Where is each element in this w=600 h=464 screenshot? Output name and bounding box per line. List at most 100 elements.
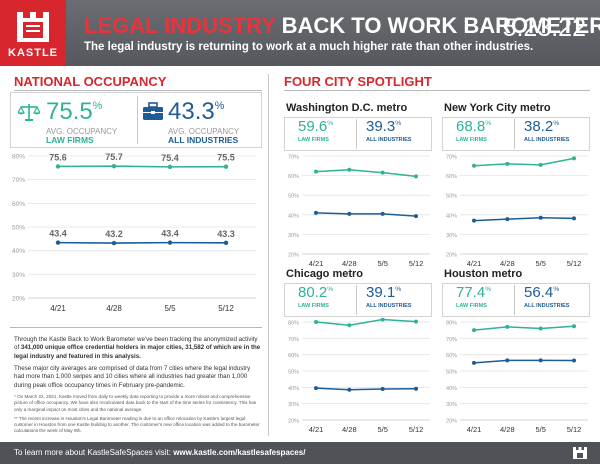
castle-icon [17, 12, 49, 42]
city-stat-box [442, 117, 590, 151]
data-point [505, 217, 510, 222]
city-all-label: ALL INDUSTRIES [366, 137, 412, 143]
city-stat-box [284, 117, 432, 151]
notes-footnote-1: * On March 22, 2021, Kastle moved from d… [14, 394, 257, 412]
city-panel-chicago: Chicago metro 80.2% LAW FIRMS 39.1% ALL INDU… [284, 268, 434, 434]
city-title: Houston metro [444, 268, 523, 280]
data-point [414, 214, 418, 219]
data-label: 43.3 [217, 229, 235, 239]
x-tick-label: 4/21 [309, 425, 324, 434]
y-tick-label: 40% [446, 213, 457, 219]
national-heading: NATIONAL OCCUPANCY [14, 74, 167, 89]
y-tick-label: 60% [446, 353, 457, 359]
city-law-label: LAW FIRMS [298, 137, 329, 143]
data-point [572, 216, 576, 221]
city-stat-separator [356, 285, 357, 315]
data-point [111, 163, 117, 169]
y-tick-label: 60% [288, 353, 299, 359]
city-title: Chicago metro [286, 268, 364, 280]
series-line [473, 157, 575, 167]
national-all-label1: AVG. OCCUPANCY [168, 127, 240, 136]
data-point [472, 360, 476, 365]
national-all-label2: ALL INDUSTRIES [168, 135, 239, 145]
data-point [538, 358, 543, 363]
data-point [572, 358, 576, 363]
x-tick-label: 4/28 [342, 425, 357, 434]
data-point [347, 387, 352, 392]
footer-link[interactable]: www.kastle.com/kastlesafespaces/ [173, 448, 306, 457]
y-tick-label: 50% [288, 194, 299, 200]
y-tick-label: 70% [288, 155, 299, 161]
data-point [538, 326, 543, 331]
city-law-label: LAW FIRMS [456, 137, 487, 143]
x-tick-label: 5/5 [164, 304, 176, 313]
y-tick-label: 30% [446, 233, 457, 239]
city-chart: 20% 30% 40% 50% 60% 70% 80% 4/21 4/28 5/5 5/12 [288, 318, 430, 434]
title-red-part: LEGAL INDUSTRY [84, 13, 276, 38]
city-all-label: ALL INDUSTRIES [524, 303, 570, 309]
city-panel-dc: Washington D.C. metro 59.6% LAW FIRMS 39.3%… [284, 102, 434, 268]
national-law-value: 75.5% [46, 98, 103, 125]
data-point [472, 328, 476, 333]
y-tick-label: 20% [288, 253, 299, 259]
data-point [314, 386, 318, 391]
data-point [414, 174, 418, 179]
y-tick-label: 70% [288, 337, 299, 343]
footer-text: To learn more about KastleSafeSpaces vis… [14, 448, 306, 457]
header-banner: KASTLE LEGAL INDUSTRY BACK TO WORK BAROM… [0, 0, 600, 66]
y-tick-label: 80% [446, 321, 457, 327]
x-tick-label: 4/21 [467, 259, 482, 268]
data-point [347, 167, 352, 172]
city-all-value: 38.2% [524, 118, 560, 135]
data-point [538, 215, 543, 220]
data-point [505, 324, 510, 329]
city-all-value: 39.3% [366, 118, 402, 135]
y-tick-label: 20% [12, 296, 25, 303]
city-chart: 20% 30% 40% 50% 60% 70% 4/21 4/28 5/5 5/12 [446, 155, 588, 268]
city-law-value: 80.2% [298, 284, 334, 301]
national-stat-separator [137, 96, 138, 144]
series-line [57, 165, 227, 168]
data-point [380, 386, 385, 391]
y-tick-label: 40% [12, 248, 25, 255]
series-line [315, 318, 417, 327]
data-point [167, 240, 173, 245]
data-label: 43.4 [161, 229, 179, 239]
city-stat-separator [356, 119, 357, 149]
kastle-logo[interactable]: KASTLE [0, 0, 66, 66]
four-city-heading-rule [284, 90, 590, 91]
x-tick-label: 5/12 [567, 425, 582, 434]
data-label: 43.4 [49, 229, 67, 239]
city-stat-box [442, 283, 590, 317]
city-title: New York City metro [444, 102, 551, 114]
four-city-heading: FOUR CITY SPOTLIGHT [284, 74, 432, 89]
data-point [111, 240, 117, 246]
city-stat-box [284, 283, 432, 317]
national-law-label1: AVG. OCCUPANCY [46, 127, 118, 136]
x-tick-label: 4/21 [50, 304, 66, 313]
y-tick-label: 20% [446, 253, 457, 259]
city-chart: 20% 30% 40% 50% 60% 70% 80% 4/21 4/28 5/5 5/12 [446, 321, 588, 434]
national-law-label2: LAW FIRMS [46, 135, 94, 145]
y-tick-label: 40% [288, 213, 299, 219]
y-tick-label: 50% [446, 194, 457, 200]
data-point [505, 161, 510, 166]
data-point [347, 211, 352, 216]
y-tick-label: 50% [288, 370, 299, 376]
data-label: 75.4 [161, 153, 179, 163]
data-point [223, 164, 229, 169]
column-divider [268, 74, 269, 436]
x-tick-label: 4/21 [467, 425, 482, 434]
footer-bar: To learn more about KastleSafeSpaces vis… [0, 442, 600, 464]
notes-rule [10, 327, 262, 328]
x-tick-label: 5/5 [535, 259, 545, 268]
y-tick-label: 70% [446, 337, 457, 343]
y-tick-label: 50% [12, 225, 25, 232]
notes-section: Through the Kastle Back to Work Baromete… [14, 336, 262, 437]
notes-footnote-2: ** The recent increase in Houston's Lega… [14, 415, 260, 434]
city-stat-separator [514, 119, 515, 149]
y-tick-label: 70% [446, 155, 457, 161]
series-line [315, 168, 417, 178]
y-tick-label: 70% [12, 177, 25, 184]
data-label: 75.5 [217, 153, 235, 163]
